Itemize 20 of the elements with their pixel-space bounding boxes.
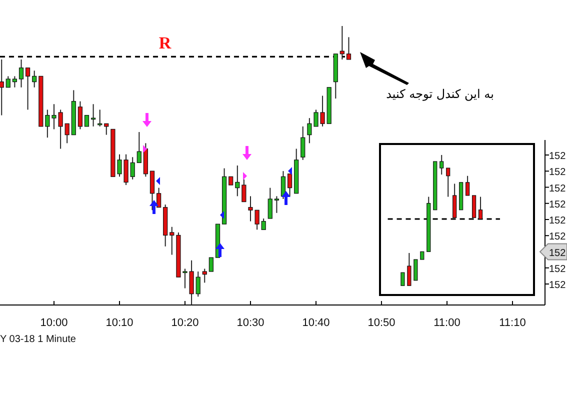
- text: 152: [549, 216, 566, 226]
- text: 152: [549, 183, 566, 194]
- text: 152: [549, 248, 566, 259]
- x-tick-label: 10:10: [106, 317, 134, 329]
- text: 152: [549, 151, 566, 162]
- text: 152: [549, 264, 566, 275]
- x-tick-label: 11:10: [499, 317, 526, 329]
- text: Y 03-18 1 Minute: [0, 334, 76, 345]
- ref-line-label: R: [158, 34, 172, 53]
- text: 152: [549, 199, 566, 210]
- x-tick-label: 10:30: [236, 317, 264, 329]
- text: 152: [549, 167, 566, 178]
- x-tick-label: 10:50: [368, 317, 396, 329]
- annotation: به این کندل توجه کنید: [386, 87, 494, 101]
- text: 152: [549, 232, 566, 243]
- text: 152: [549, 280, 566, 291]
- x-tick-label: 10:20: [171, 317, 199, 329]
- x-tick-label: 10:40: [302, 317, 330, 329]
- x-tick-label: 10:00: [40, 317, 68, 329]
- x-tick-label: 11:00: [434, 317, 460, 329]
